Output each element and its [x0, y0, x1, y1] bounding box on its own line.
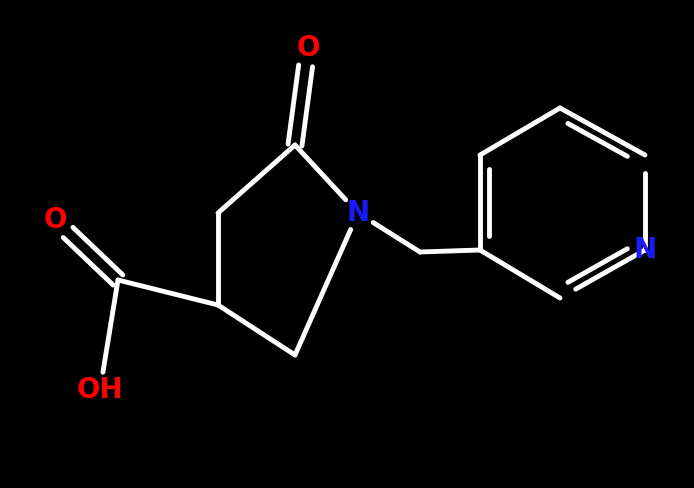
Text: N: N — [634, 236, 657, 264]
Text: O: O — [43, 206, 67, 234]
Text: O: O — [296, 34, 320, 62]
Text: N: N — [346, 199, 370, 227]
Text: OH: OH — [77, 376, 124, 404]
